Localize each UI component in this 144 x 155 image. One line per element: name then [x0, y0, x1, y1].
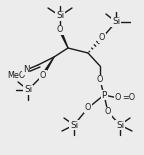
Text: N: N	[23, 66, 29, 75]
Text: O: O	[40, 71, 46, 80]
Text: O: O	[97, 75, 103, 84]
Text: Si: Si	[24, 86, 32, 95]
Text: Si: Si	[56, 11, 64, 20]
Text: O: O	[105, 108, 111, 117]
Polygon shape	[42, 57, 54, 75]
Text: MeO: MeO	[7, 71, 25, 80]
Text: Si: Si	[116, 120, 124, 129]
Text: O: O	[99, 33, 105, 42]
Text: P: P	[101, 91, 107, 100]
Text: O: O	[85, 104, 91, 113]
Polygon shape	[59, 30, 68, 48]
Text: =O: =O	[122, 93, 135, 102]
Text: Si: Si	[70, 120, 78, 129]
Text: O: O	[57, 26, 63, 35]
Text: O: O	[115, 93, 121, 102]
Text: Si: Si	[112, 18, 120, 27]
